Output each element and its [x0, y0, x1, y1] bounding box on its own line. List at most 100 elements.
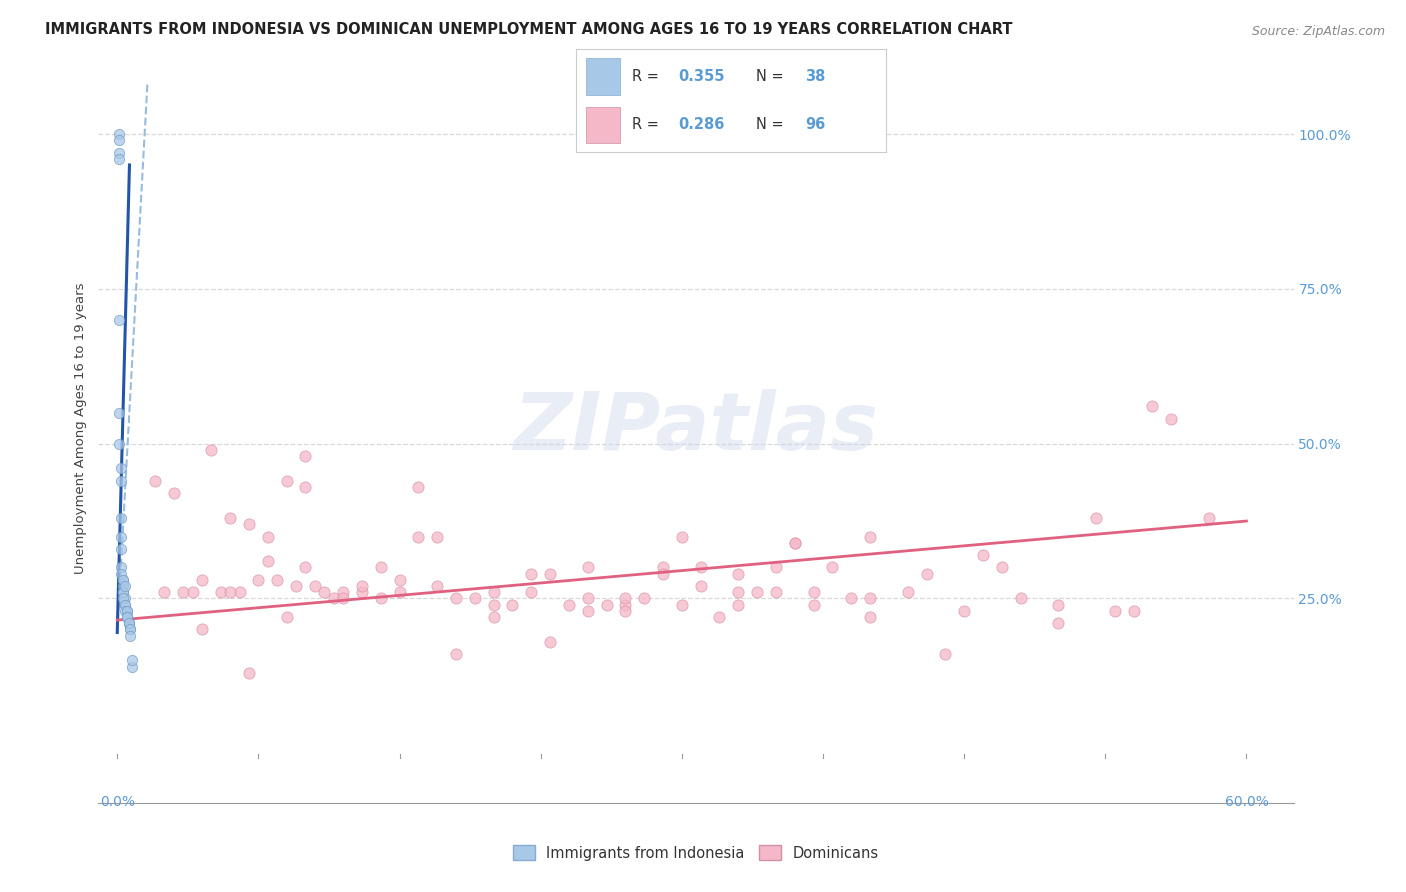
Point [408, 480, 430, 494]
Point [652, 566, 675, 581]
Point [322, 591, 344, 606]
Point [228, 585, 250, 599]
Point [120, 629, 142, 643]
Bar [586, 58, 620, 95]
Point [1010, 591, 1032, 606]
Point [111, 585, 134, 599]
Point [350, 579, 373, 593]
Point [765, 585, 787, 599]
Point [953, 604, 976, 618]
Point [803, 585, 825, 599]
Point [219, 585, 242, 599]
Point [110, 541, 132, 556]
Point [370, 560, 392, 574]
Point [108, 133, 131, 147]
Point [114, 598, 136, 612]
Point [859, 591, 882, 606]
Point [314, 585, 336, 599]
Point [1047, 616, 1070, 631]
Point [709, 610, 731, 624]
Point [332, 585, 354, 599]
Point [727, 598, 749, 612]
Text: 0.355: 0.355 [679, 70, 725, 84]
Text: 60.0%: 60.0% [1225, 796, 1268, 809]
Point [256, 554, 278, 568]
Point [108, 145, 131, 160]
Point [266, 573, 288, 587]
Point [121, 653, 143, 667]
Point [765, 560, 787, 574]
Point [294, 449, 316, 463]
Point [1142, 400, 1164, 414]
Point [388, 573, 411, 587]
Text: N =: N = [756, 70, 789, 84]
Point [294, 560, 316, 574]
Text: N =: N = [756, 118, 789, 133]
Point [115, 604, 138, 618]
Point [671, 598, 693, 612]
Point [576, 591, 599, 606]
Point [117, 616, 139, 631]
Point [426, 529, 449, 543]
Text: 38: 38 [806, 70, 825, 84]
Point [689, 579, 711, 593]
Point [671, 529, 693, 543]
Point [501, 598, 523, 612]
Point [388, 585, 411, 599]
Point [114, 598, 136, 612]
Point [1198, 511, 1220, 525]
Point [238, 517, 260, 532]
Point [247, 573, 270, 587]
Point [520, 585, 543, 599]
Point [408, 529, 430, 543]
Point [111, 585, 134, 599]
Point [121, 659, 143, 673]
Point [783, 535, 806, 549]
Point [972, 548, 994, 562]
Point [1084, 511, 1107, 525]
Point [614, 604, 637, 618]
Point [444, 647, 467, 661]
Point [934, 647, 956, 661]
Point [117, 616, 139, 631]
Point [689, 560, 711, 574]
Point [110, 566, 132, 581]
Point [108, 436, 131, 450]
Point [163, 486, 186, 500]
Point [444, 591, 467, 606]
Text: 0.286: 0.286 [679, 118, 725, 133]
Point [727, 585, 749, 599]
Point [219, 511, 242, 525]
Text: R =: R = [633, 70, 664, 84]
Point [285, 579, 308, 593]
Point [238, 665, 260, 680]
Point [783, 535, 806, 549]
Point [747, 585, 769, 599]
Point [558, 598, 581, 612]
Point [191, 573, 214, 587]
Point [991, 560, 1014, 574]
Point [859, 610, 882, 624]
Point [256, 529, 278, 543]
Point [209, 585, 232, 599]
Point [276, 474, 298, 488]
Point [538, 566, 561, 581]
Point [110, 529, 132, 543]
Point [304, 579, 326, 593]
Point [294, 480, 316, 494]
Point [464, 591, 486, 606]
Point [108, 152, 131, 166]
Point [633, 591, 655, 606]
Point [821, 560, 844, 574]
Point [727, 566, 749, 581]
Point [153, 585, 176, 599]
Point [1047, 598, 1070, 612]
Point [482, 610, 505, 624]
Point [1122, 604, 1144, 618]
Point [114, 579, 136, 593]
Point [191, 623, 214, 637]
Point [143, 474, 166, 488]
Point [120, 623, 142, 637]
Point [915, 566, 938, 581]
Text: 0.0%: 0.0% [100, 796, 135, 809]
